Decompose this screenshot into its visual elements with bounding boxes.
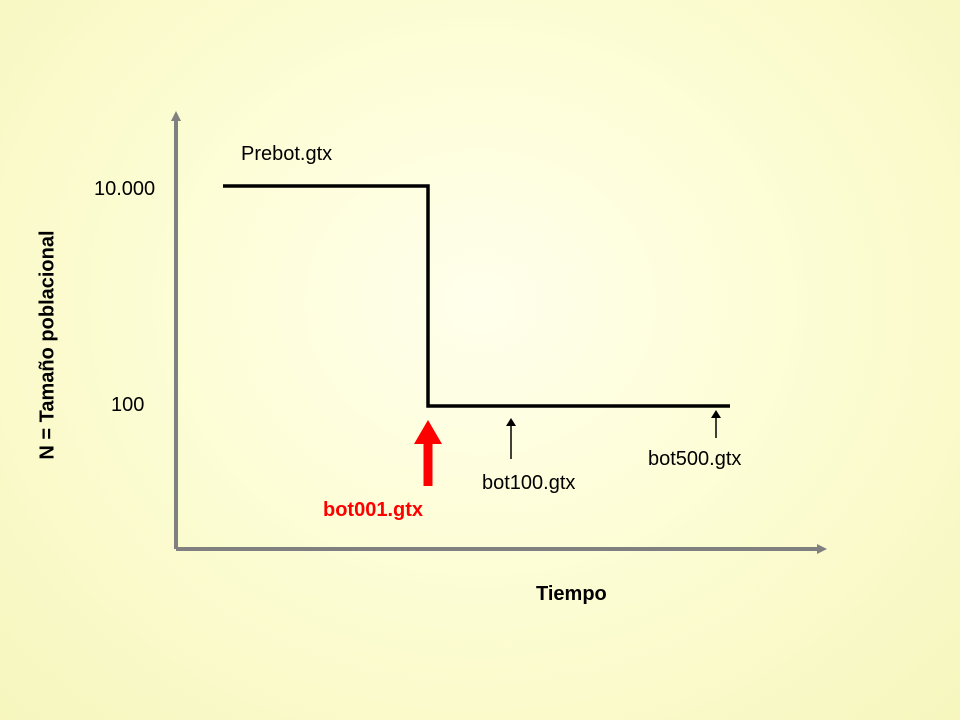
label-bot001: bot001.gtx xyxy=(323,499,424,521)
y-tick-10000: 10.000 xyxy=(94,178,156,200)
y-tick-100: 100 xyxy=(111,394,145,416)
label-bot100: bot100.gtx xyxy=(482,472,576,494)
bot001-arrow-head xyxy=(414,420,442,444)
y-axis-label: N = Tamaño poblacional xyxy=(36,230,59,460)
x-axis-label: Tiempo xyxy=(536,583,607,605)
label-bot500: bot500.gtx xyxy=(648,448,742,470)
label-prebot: Prebot.gtx xyxy=(241,143,333,165)
population-step-line xyxy=(223,184,730,408)
